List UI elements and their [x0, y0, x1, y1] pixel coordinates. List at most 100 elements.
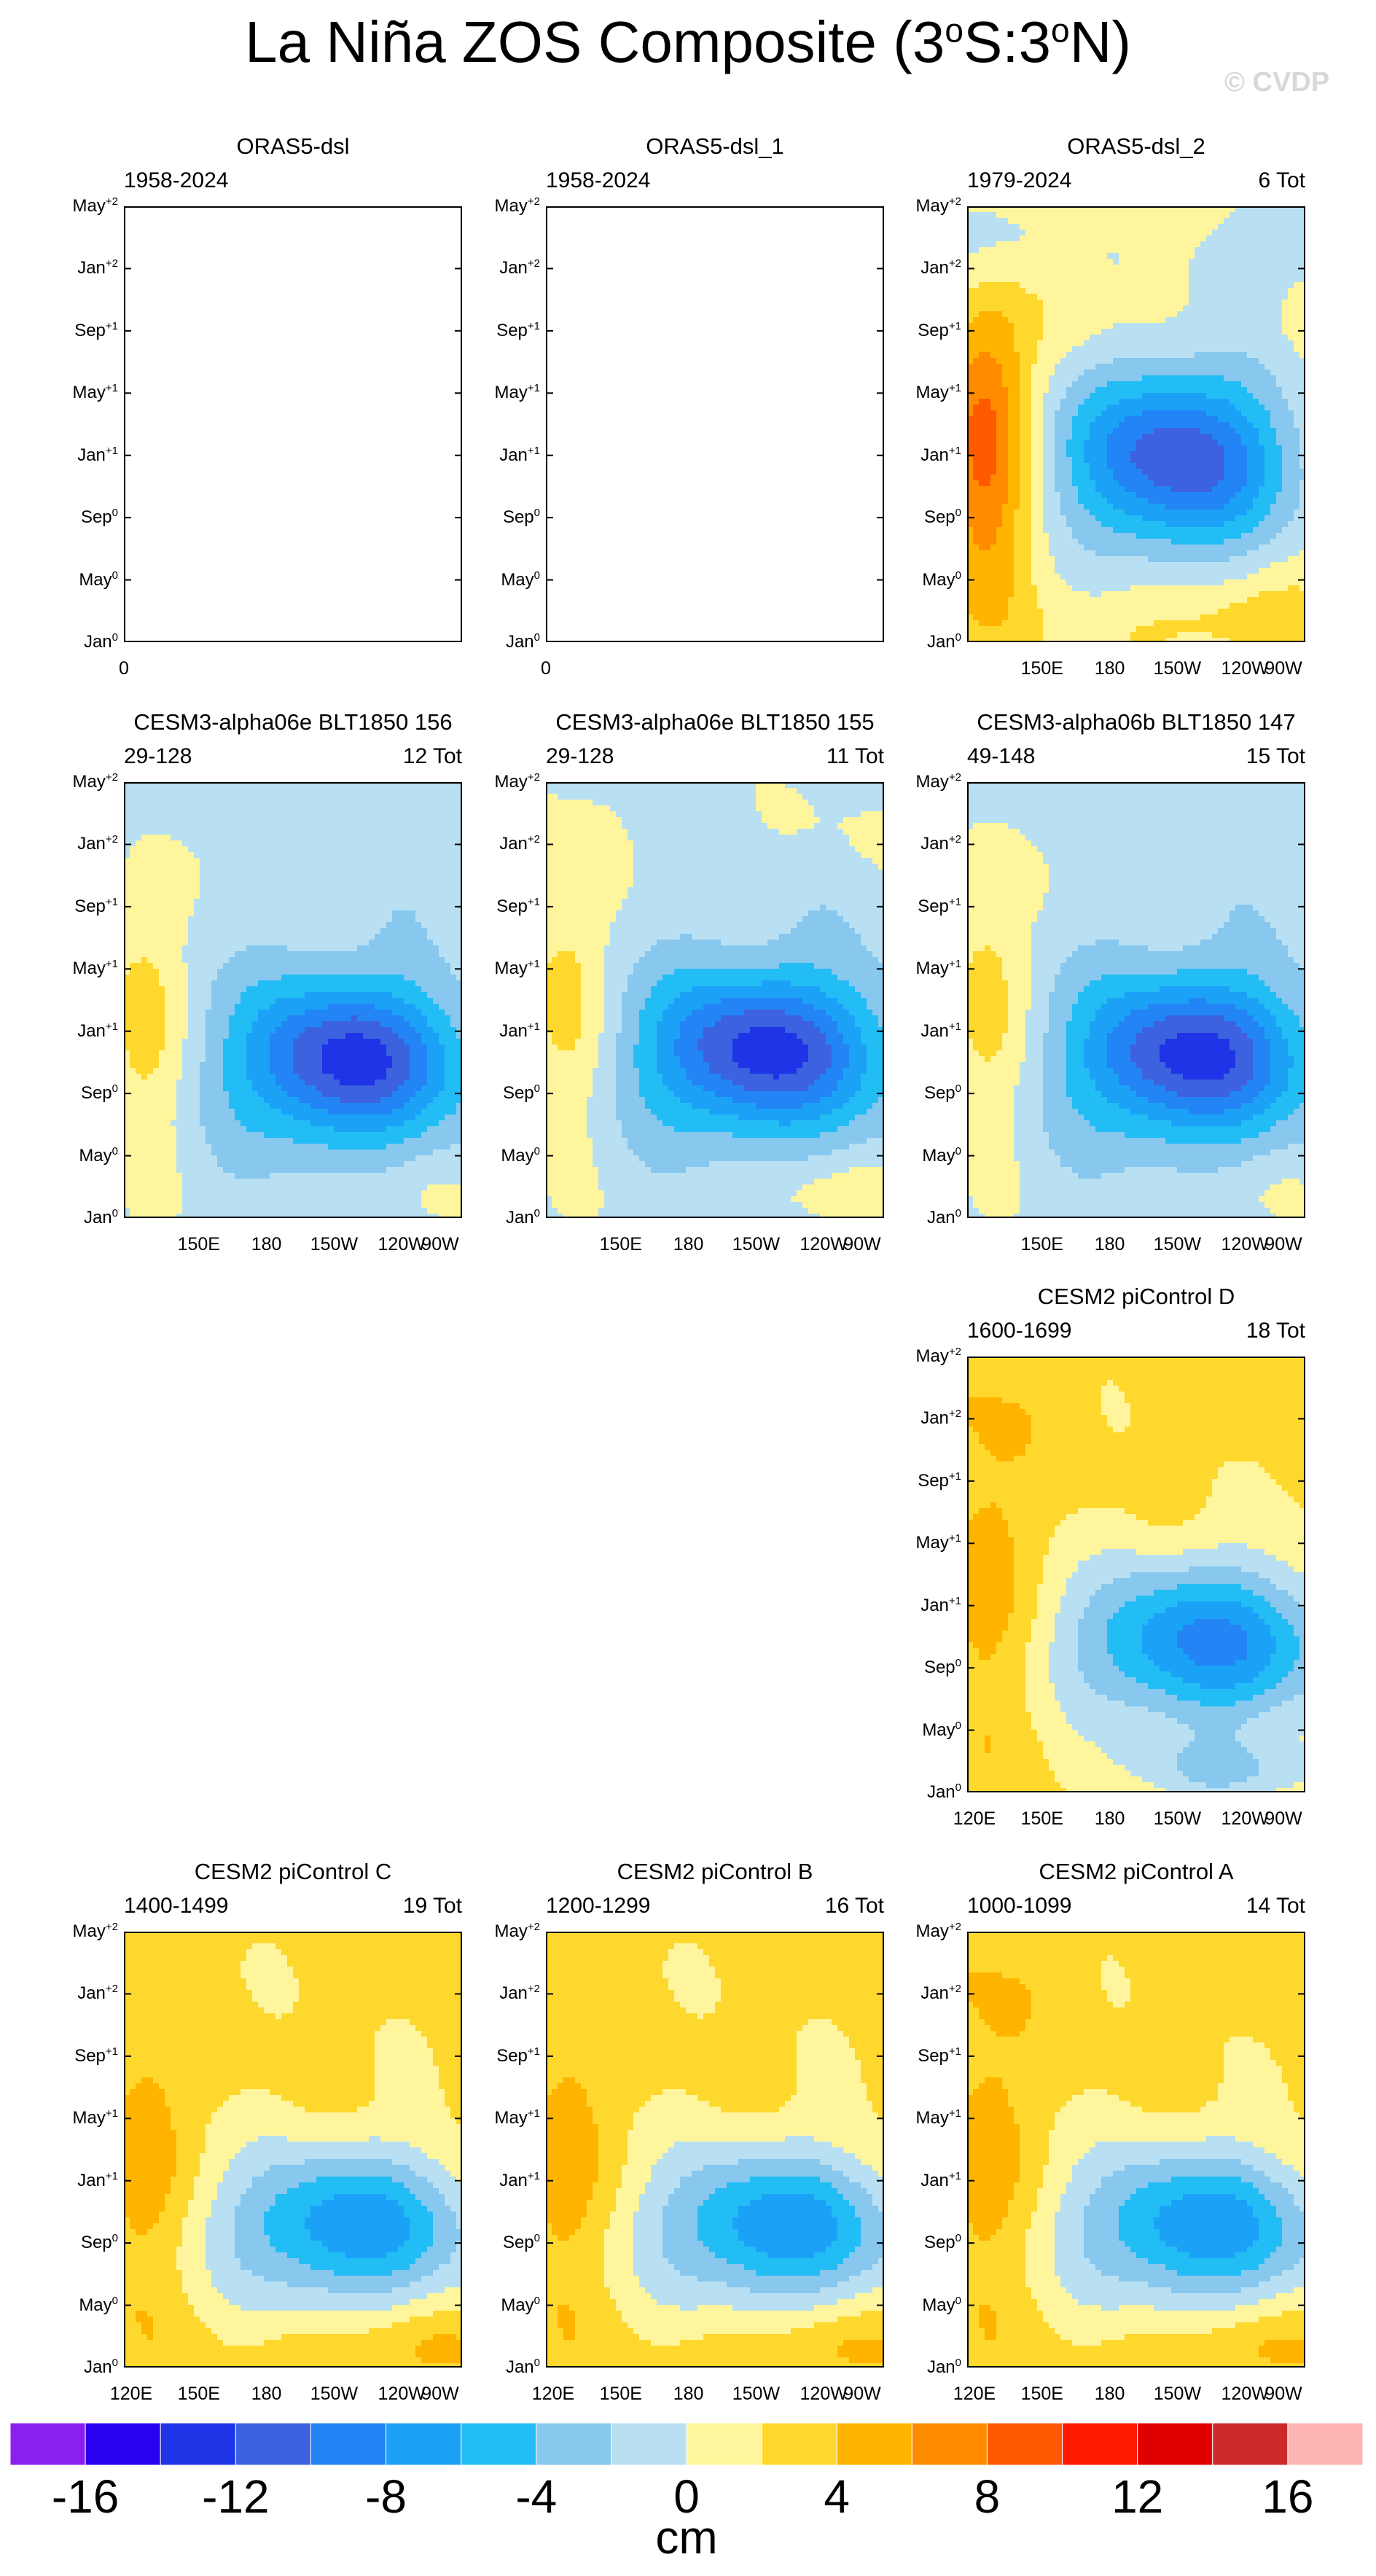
heatmap-cell: [1084, 381, 1090, 388]
heatmap-cell: [1212, 323, 1219, 329]
heatmap-cell: [1288, 387, 1294, 394]
heatmap-cell: [1160, 294, 1166, 300]
panel-title: ORAS5-dsl: [95, 133, 491, 160]
heatmap-cell: [1113, 335, 1119, 341]
heatmap-cell: [1002, 504, 1009, 510]
heatmap-cell: [1247, 521, 1254, 528]
heatmap-cell: [1160, 253, 1166, 259]
heatmap-cell: [1165, 212, 1172, 219]
heatmap-cell: [1125, 270, 1131, 277]
heatmap-cell: [1177, 469, 1184, 475]
heatmap-cell: [1095, 614, 1102, 621]
heatmap-cell: [985, 620, 991, 627]
heatmap-cell: [1142, 515, 1149, 522]
heatmap-cell: [1241, 614, 1248, 621]
heatmap-cell: [1200, 253, 1207, 259]
heatmap-cell: [1218, 451, 1224, 458]
heatmap-cell: [1060, 405, 1067, 411]
heatmap-cell: [1177, 311, 1184, 318]
heatmap-cell: [299, 800, 305, 806]
heatmap-cell: [1165, 463, 1172, 469]
heatmap-cell: [1299, 212, 1305, 219]
heatmap-cell: [1055, 346, 1061, 353]
heatmap-cell: [1154, 393, 1160, 399]
heatmap-cell: [1259, 346, 1265, 353]
heatmap-cell: [979, 352, 985, 359]
heatmap-cell: [1200, 632, 1207, 639]
heatmap-cell: [990, 241, 997, 248]
heatmap-cell: [1241, 463, 1248, 469]
heatmap-cell: [1189, 282, 1195, 289]
heatmap-cell: [1072, 311, 1079, 318]
heatmap-cell: [316, 811, 323, 818]
heatmap-cell: [1084, 585, 1090, 592]
heatmap-cell: [1189, 597, 1195, 604]
y-tick-label: Sep+1: [60, 320, 118, 341]
heatmap-cell: [1264, 632, 1271, 639]
heatmap-cell: [1282, 550, 1289, 557]
heatmap-cell: [1171, 609, 1178, 615]
heatmap-cell: [165, 800, 171, 806]
heatmap-cell: [1148, 614, 1154, 621]
heatmap-cell: [1060, 574, 1067, 580]
heatmap-cell: [1299, 620, 1305, 627]
heatmap-cell: [973, 282, 980, 289]
heatmap-cell: [1288, 638, 1294, 642]
heatmap-cell: [287, 811, 294, 818]
heatmap-cell: [340, 829, 346, 835]
heatmap-cell: [1072, 346, 1079, 353]
heatmap-cell: [1014, 381, 1020, 388]
heatmap-cell: [1247, 212, 1254, 219]
heatmap-cell: [1130, 597, 1137, 604]
heatmap-cell: [1125, 364, 1131, 370]
heatmap-cell: [264, 811, 270, 818]
heatmap-cell: [1276, 393, 1283, 399]
heatmap-cell: [1049, 352, 1055, 359]
heatmap-cell: [1066, 422, 1073, 429]
heatmap-cell: [1200, 311, 1207, 318]
heatmap-cell: [1014, 276, 1020, 283]
heatmap-cell: [1125, 323, 1131, 329]
heatmap-cell: [1264, 626, 1271, 633]
heatmap-cell: [1107, 358, 1114, 364]
heatmap-cell: [1253, 346, 1259, 353]
heatmap-cell: [1160, 440, 1166, 446]
heatmap-cell: [1107, 370, 1114, 376]
heatmap-cell: [1160, 469, 1166, 475]
heatmap-cell: [1212, 498, 1219, 504]
heatmap-cell: [967, 475, 974, 481]
heatmap-cell: [1148, 241, 1154, 248]
heatmap-cell: [1078, 556, 1084, 563]
heatmap-cell: [1031, 265, 1038, 271]
heatmap-cell: [1218, 521, 1224, 528]
heatmap-cell: [1142, 440, 1149, 446]
heatmap-cell: [1259, 329, 1265, 335]
heatmap-cell: [1282, 323, 1289, 329]
heatmap-cell: [1130, 457, 1137, 464]
heatmap-cell: [1113, 352, 1119, 359]
heatmap-cell: [1171, 579, 1178, 586]
heatmap-cell: [1212, 241, 1219, 248]
heatmap-cell: [1259, 265, 1265, 271]
heatmap-cell: [1078, 364, 1084, 370]
heatmap-cell: [1148, 305, 1154, 312]
heatmap-cell: [1090, 340, 1096, 347]
heatmap-cell: [1130, 568, 1137, 574]
heatmap-cell: [165, 811, 171, 818]
heatmap-cell: [985, 381, 991, 388]
heatmap-cell: [1060, 475, 1067, 481]
heatmap-cell: [1008, 510, 1015, 516]
heatmap-cell: [1020, 311, 1026, 318]
heatmap-cell: [1148, 527, 1154, 534]
heatmap-cell: [1025, 375, 1032, 382]
heatmap-cell: [1060, 591, 1067, 598]
heatmap-cell: [1200, 579, 1207, 586]
heatmap-cell: [1230, 352, 1236, 359]
heatmap-cell: [1014, 358, 1020, 364]
heatmap-cell: [1043, 434, 1049, 440]
heatmap-cell: [1084, 393, 1090, 399]
heatmap-cell: [990, 562, 997, 569]
heatmap-cell: [985, 422, 991, 429]
heatmap-cell: [1253, 370, 1259, 376]
heatmap-cell: [1142, 614, 1149, 621]
